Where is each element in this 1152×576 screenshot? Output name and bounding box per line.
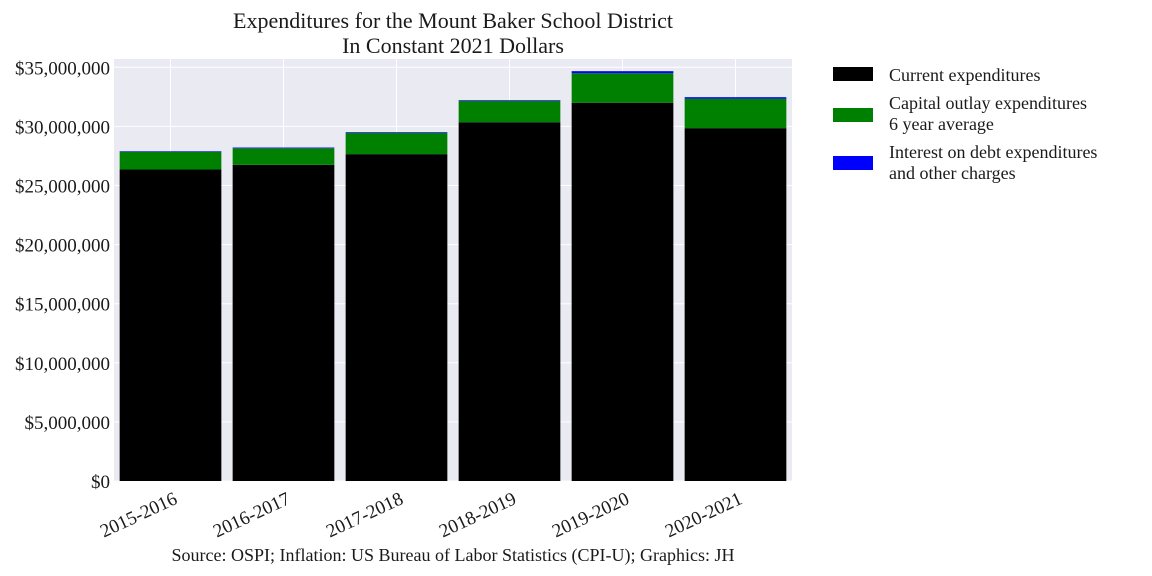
bar-current-2019-2020 [571,102,674,481]
bar-capital-2018-2019 [458,100,561,123]
chart-title-line-1: Expenditures for the Mount Baker School … [233,8,673,33]
y-tick-label: $35,000,000 [15,58,110,79]
bar-interest-2019-2020 [571,71,674,74]
bar-current-2016-2017 [232,164,335,481]
y-tick-label: $20,000,000 [15,236,110,257]
legend-label-interest-line-1: Interest on debt expenditures [889,142,1097,162]
y-tick-label: $0 [91,472,110,493]
x-tick-label: 2020-2021 [662,488,745,542]
legend-label-interest-line-2: and other charges [889,163,1016,183]
legend: Current expenditures Capital outlay expe… [833,65,1097,183]
bar-capital-2015-2016 [119,151,222,170]
bar-interest-2020-2021 [684,97,787,99]
y-axis: $0 $5,000,000 $10,000,000 $15,000,000 $20,00… [15,58,110,493]
bar-capital-2020-2021 [684,98,787,129]
bar-capital-2017-2018 [345,132,448,155]
bar-current-2020-2021 [684,128,787,482]
y-tick-label: $5,000,000 [25,413,111,434]
bar-interest-2016-2017 [232,147,335,149]
bar-current-2018-2019 [458,122,561,481]
x-tick-label: 2019-2020 [549,488,632,542]
plot-area [114,59,792,481]
legend-label-current: Current expenditures [889,65,1040,85]
x-tick-label: 2018-2019 [436,488,519,542]
legend-label-capital-line-2: 6 year average [889,114,994,134]
bar-capital-2019-2020 [571,73,674,103]
x-tick-label: 2016-2017 [210,488,293,542]
y-tick-label: $10,000,000 [15,354,110,375]
bar-current-2015-2016 [119,169,222,481]
bars [119,71,787,482]
x-tick-label: 2017-2018 [323,488,406,542]
chart-title-line-2: In Constant 2021 Dollars [342,33,564,58]
x-tick-label: 2015-2016 [97,488,180,542]
legend-swatch-capital [833,108,873,122]
legend-label-capital-line-1: Capital outlay expenditures [889,93,1087,113]
y-tick-label: $25,000,000 [15,176,110,197]
y-tick-label: $30,000,000 [15,117,110,138]
bar-interest-2017-2018 [345,132,448,133]
legend-swatch-current [833,67,873,81]
legend-swatch-interest [833,156,873,170]
y-tick-label: $15,000,000 [15,295,110,316]
x-axis: 2015-2016 2016-2017 2017-2018 2018-2019 2019… [97,488,745,542]
bar-current-2017-2018 [345,154,448,481]
bar-interest-2018-2019 [458,100,561,101]
source-caption: Source: OSPI; Inflation: US Bureau of La… [172,545,735,566]
bar-interest-2015-2016 [119,151,222,152]
bar-capital-2016-2017 [232,148,335,165]
